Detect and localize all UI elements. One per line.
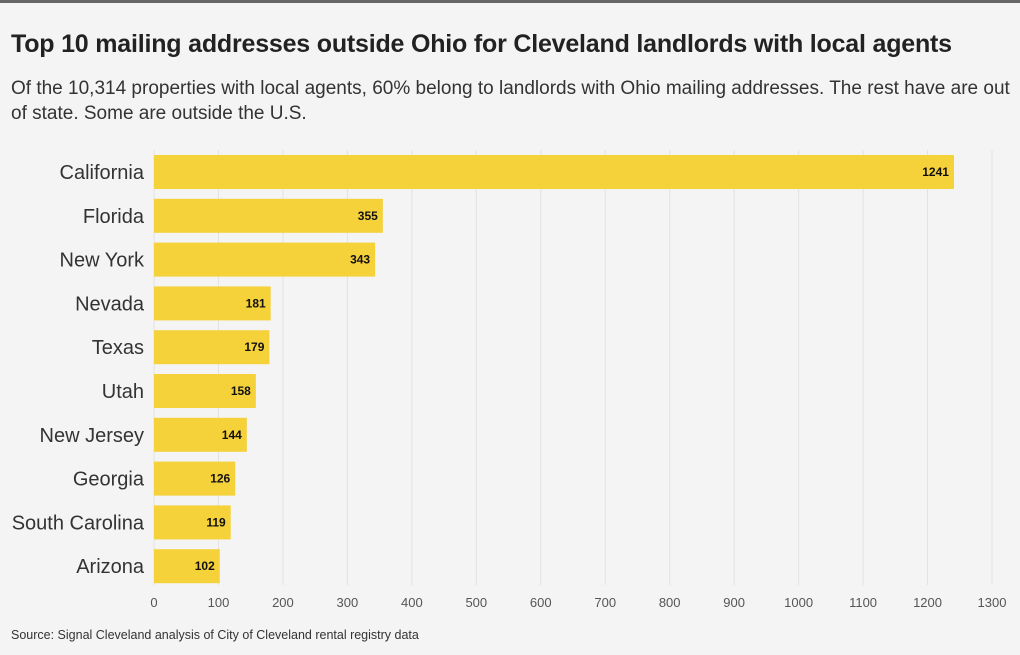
x-tick-label: 200 bbox=[272, 595, 294, 610]
source-note: Source: Signal Cleveland analysis of Cit… bbox=[11, 628, 419, 642]
value-label: 126 bbox=[210, 472, 230, 486]
value-label: 355 bbox=[358, 209, 378, 223]
x-tick-label: 1100 bbox=[849, 595, 877, 610]
value-label: 343 bbox=[350, 253, 370, 267]
bar-nevada bbox=[154, 286, 271, 321]
x-tick-label: 700 bbox=[594, 595, 616, 610]
category-label: Nevada bbox=[75, 293, 145, 315]
x-tick-label: 1000 bbox=[784, 595, 813, 610]
x-tick-label: 900 bbox=[723, 595, 745, 610]
bars bbox=[154, 155, 954, 584]
value-label: 158 bbox=[231, 384, 251, 398]
value-label: 119 bbox=[206, 515, 226, 529]
value-label: 181 bbox=[246, 296, 266, 310]
category-label: Georgia bbox=[73, 469, 145, 491]
x-axis-ticks: 0 100 200 300 400 500 600 700 800 900 1000 1100 1200… bbox=[150, 595, 1006, 610]
gridlines bbox=[153, 150, 993, 585]
x-tick-label: 600 bbox=[530, 595, 552, 610]
x-tick-label: 0 bbox=[150, 595, 157, 610]
bar-california bbox=[154, 155, 954, 189]
x-tick-label: 1300 bbox=[978, 595, 1007, 610]
bar-south-carolina bbox=[154, 505, 231, 540]
top-rule bbox=[0, 0, 1020, 3]
bar-new-york bbox=[154, 242, 376, 277]
category-label: Arizona bbox=[76, 556, 145, 578]
category-label: Texas bbox=[92, 337, 144, 359]
chart-subtitle: Of the 10,314 properties with local agen… bbox=[11, 78, 1010, 124]
x-tick-label: 300 bbox=[337, 595, 359, 610]
x-tick-label: 100 bbox=[208, 595, 230, 610]
bar-new-jersey bbox=[154, 417, 247, 452]
value-label: 144 bbox=[222, 428, 242, 442]
category-label: New Jersey bbox=[40, 425, 144, 447]
category-label: South Carolina bbox=[12, 512, 145, 534]
bar-texas bbox=[154, 330, 270, 365]
bar-florida bbox=[154, 198, 383, 233]
category-label: California bbox=[60, 162, 145, 184]
bar-utah bbox=[154, 374, 256, 408]
x-tick-label: 500 bbox=[465, 595, 487, 610]
bar-chart: California Florida New York Nevada Texas Utah… bbox=[12, 150, 1006, 610]
x-tick-label: 400 bbox=[401, 595, 423, 610]
value-label: 102 bbox=[195, 559, 215, 573]
chart-title: Top 10 mailing addresses outside Ohio fo… bbox=[11, 30, 952, 58]
value-label: 1241 bbox=[922, 165, 949, 179]
value-label: 179 bbox=[244, 340, 264, 354]
category-label: New York bbox=[60, 250, 145, 272]
bar-arizona bbox=[154, 549, 220, 584]
category-labels: California Florida New York Nevada Texas Utah… bbox=[12, 162, 145, 578]
value-labels: 1241 355 343 181 179 158 144 126 119 102 bbox=[195, 165, 950, 573]
bar-georgia bbox=[154, 461, 236, 496]
x-tick-label: 800 bbox=[659, 595, 681, 610]
category-label: Utah bbox=[102, 381, 144, 403]
x-tick-label: 1200 bbox=[913, 595, 942, 610]
category-label: Florida bbox=[83, 206, 145, 228]
